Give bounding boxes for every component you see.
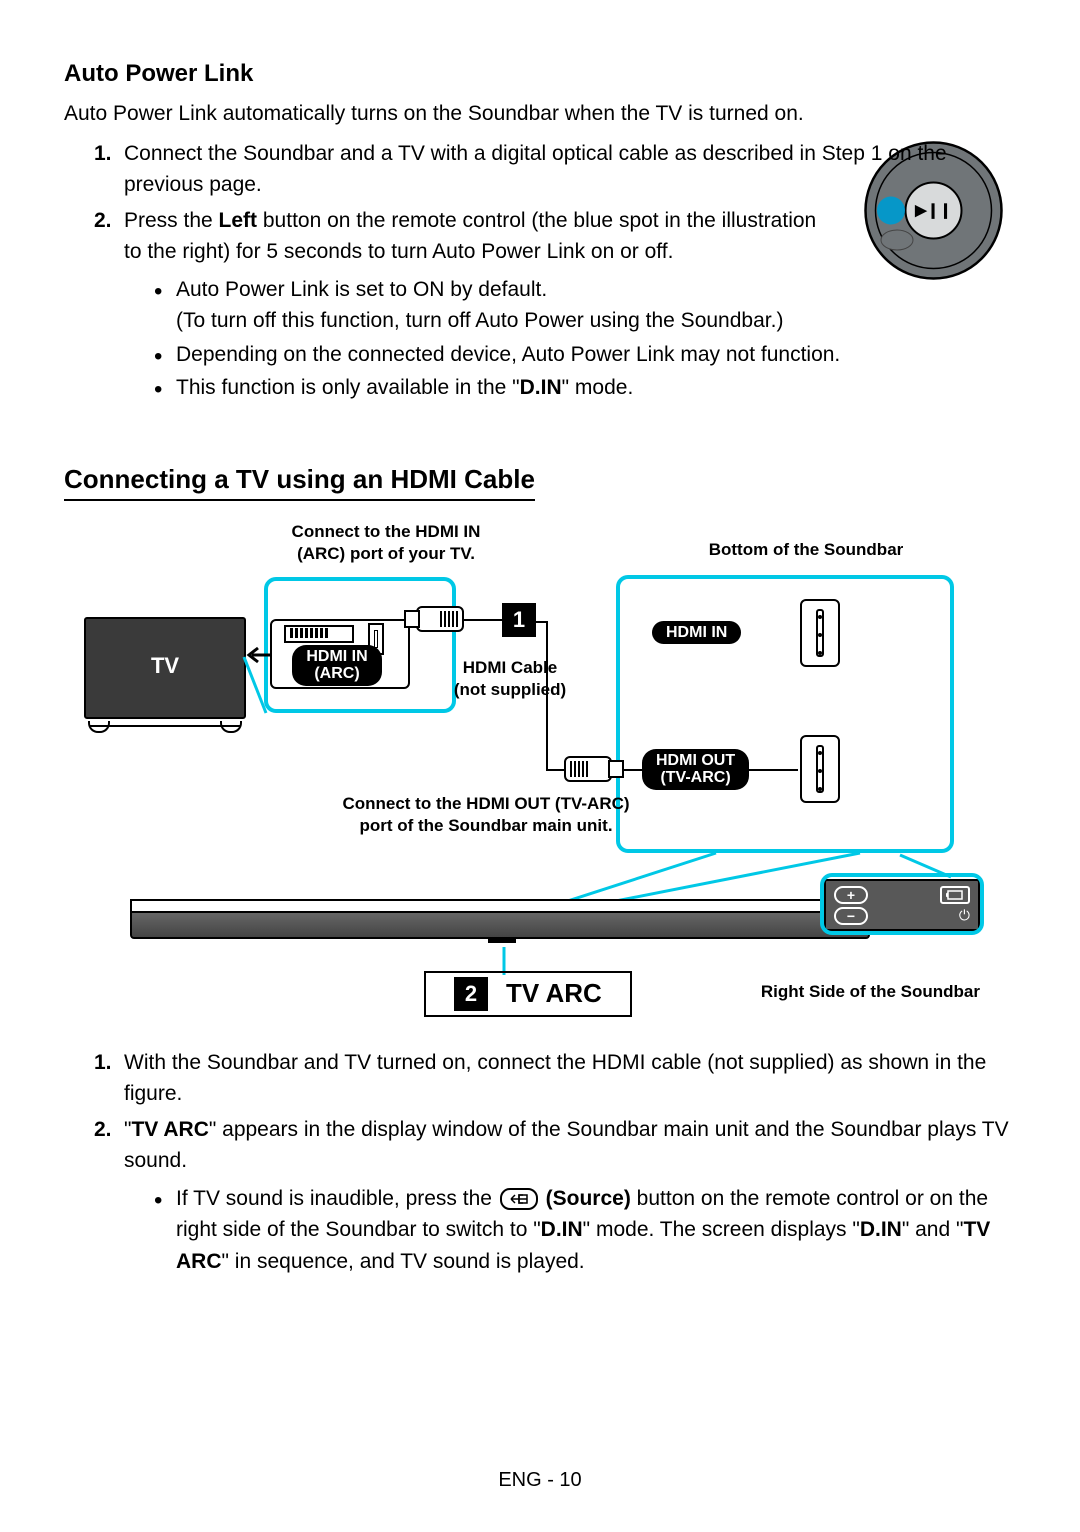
cyan-box-side	[820, 873, 984, 935]
bullet-din-post: " mode.	[562, 376, 634, 399]
bullet-din-pre: This function is only available in the "	[176, 376, 520, 399]
num-1: 1.	[94, 138, 112, 170]
step-2: 2. Press the Left button on the remote c…	[94, 205, 1016, 404]
bottom-num-1: 1.	[94, 1047, 112, 1079]
bullet-default-on-l1: Auto Power Link is set to ON by default.	[176, 278, 547, 301]
tvarc-display-box: 2 TV ARC	[424, 971, 632, 1017]
intro-text: Auto Power Link automatically turns on t…	[64, 98, 1016, 130]
diagram-number-2: 2	[454, 977, 488, 1011]
hdmi-diagram: Connect to the HDMI IN (ARC) port of you…	[80, 517, 1000, 1027]
sub-mid3: " and "	[902, 1218, 964, 1241]
page-footer: ENG - 10	[0, 1469, 1080, 1492]
left-bold: Left	[219, 209, 258, 232]
s2-mid1: " appears in the display window of the S…	[124, 1118, 1009, 1173]
bottom-step-1-text: With the Soundbar and TV turned on, conn…	[124, 1051, 986, 1106]
tvarc-text: TV ARC	[506, 978, 602, 1009]
section-heading-auto-power: Auto Power Link	[64, 60, 1016, 88]
right-side-label: Right Side of the Soundbar	[720, 981, 980, 1003]
bottom-sub-bullet: If TV sound is inaudible, press the (Sou…	[154, 1183, 1016, 1278]
din-bold-2: D.IN	[860, 1218, 902, 1241]
din-bold: D.IN	[520, 376, 562, 399]
tvarc-bold: TV ARC	[131, 1118, 208, 1141]
sub-pre: If TV sound is inaudible, press the	[176, 1187, 498, 1210]
bullet-din: This function is only available in the "…	[154, 372, 836, 404]
din-bold-1: D.IN	[541, 1218, 583, 1241]
bottom-step-1: 1. With the Soundbar and TV turned on, c…	[94, 1047, 1016, 1110]
section-heading-hdmi: Connecting a TV using an HDMI Cable	[64, 464, 535, 501]
bottom-num-2: 2.	[94, 1114, 112, 1146]
bottom-step-2: 2. "TV ARC" appears in the display windo…	[94, 1114, 1016, 1278]
bullet-default-on-l2: (To turn off this function, turn off Aut…	[176, 309, 783, 332]
bullet-default-on: Auto Power Link is set to ON by default.…	[154, 274, 836, 337]
step-2-pre: Press the	[124, 209, 219, 232]
step-1: 1. Connect the Soundbar and a TV with a …	[94, 138, 1016, 201]
source-bold: (Source)	[546, 1187, 631, 1210]
source-inline-icon	[500, 1188, 538, 1210]
sub-mid2: " mode. The screen displays "	[583, 1218, 860, 1241]
sub-mid4: " in sequence, and TV sound is played.	[222, 1250, 585, 1273]
bullet-depending: Depending on the connected device, Auto …	[154, 339, 1016, 371]
num-2: 2.	[94, 205, 112, 237]
step-1-text: Connect the Soundbar and a TV with a dig…	[124, 142, 947, 197]
